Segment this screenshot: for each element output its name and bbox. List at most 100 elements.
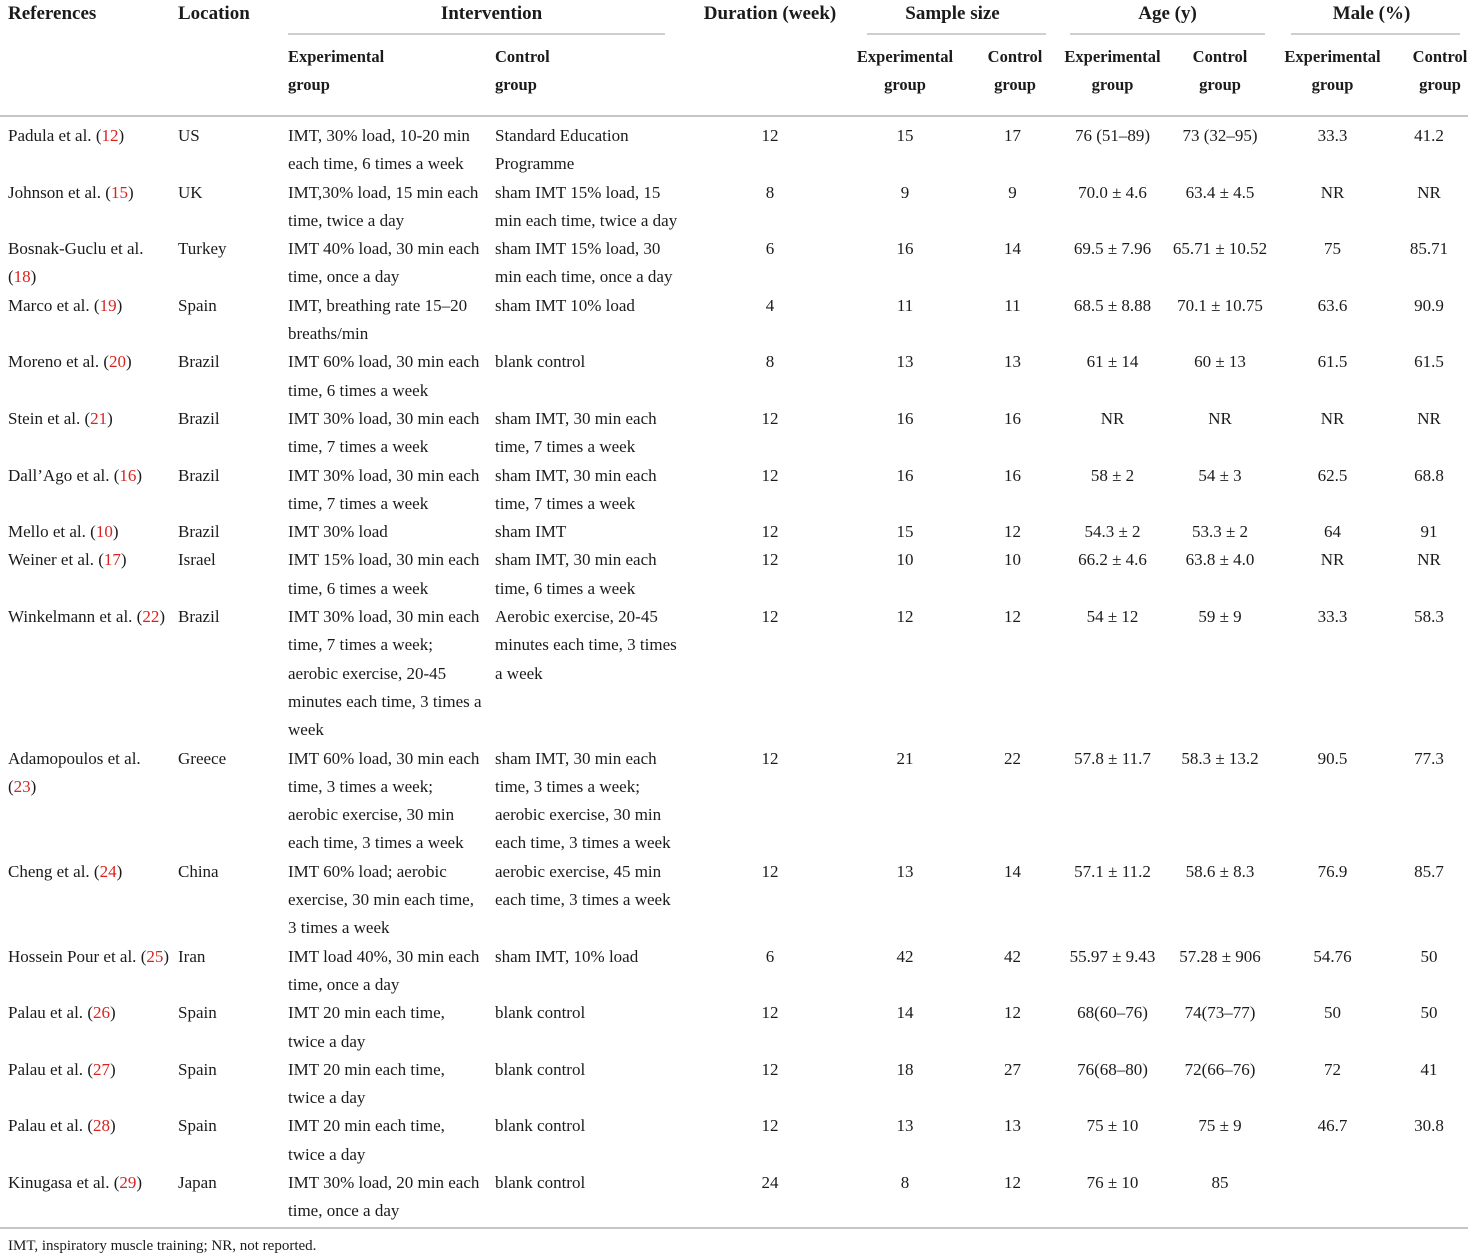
age-experimental-cell: 68(60–76) (1077, 1003, 1148, 1023)
reference-authors: Padula et al. (8, 126, 92, 145)
study-row: Palau et al. (27) Spain IMT 20 min each ti… (0, 1056, 1468, 1113)
reference-authors: Moreno et al. (8, 352, 100, 372)
reference-cell: Palau et al. (28) (8, 1116, 116, 1136)
citation-number[interactable]: 15 (110, 182, 128, 202)
sample-size-group-underline (867, 33, 1047, 35)
location-cell: Spain (178, 1116, 217, 1136)
location-cell: Japan (178, 1168, 288, 1229)
citation-number[interactable]: 23 (13, 776, 31, 796)
subheader-sample-control: Control group (965, 35, 1061, 117)
citation-number[interactable]: 26 (92, 1003, 110, 1023)
sample-experimental-cell: 18 (896, 1059, 914, 1079)
intervention-experimental-cell: IMT 30% load, 30 min each time, 7 times … (288, 607, 482, 740)
male-experimental-cell (1275, 1168, 1391, 1229)
male-experimental-cell: 75 (1324, 239, 1342, 259)
reference-cell: Dall’Ago et al. (16) (8, 465, 143, 485)
reference-authors: Kinugasa et al. (8, 1172, 110, 1192)
male-experimental-cell: 33.3 (1317, 607, 1348, 627)
location-cell: Brazil (178, 522, 220, 542)
intervention-experimental-cell: IMT 30% load, 30 min each time, 7 times … (288, 408, 480, 457)
age-control-cell: 59 ± 9 (1198, 607, 1242, 627)
male-control-cell: 41 (1420, 1059, 1438, 1079)
intervention-control-cell: sham IMT 15% load, 15 min each time, twi… (495, 182, 678, 230)
reference-authors: Weiner et al. (8, 550, 94, 570)
sample-experimental-cell: 15 (896, 126, 914, 145)
intervention-control-cell: blank control (495, 352, 586, 372)
reference-authors: Bosnak-Guclu et al. (8, 239, 144, 259)
male-control-cell: NR (1417, 408, 1441, 428)
sample-control-cell: 13 (1004, 352, 1022, 372)
age-experimental-cell: 57.1 ± 11.2 (1074, 861, 1151, 881)
male-experimental-cell: 50 (1324, 1003, 1342, 1023)
sample-control-cell: 16 (1004, 408, 1022, 428)
citation-number[interactable]: 22 (142, 607, 160, 627)
location-cell: Brazil (178, 607, 220, 627)
reference-cell: Winkelmann et al. (22) (8, 607, 166, 627)
citation-number[interactable]: 16 (119, 465, 137, 485)
sample-control-cell: 12 (1004, 1003, 1022, 1023)
col-group-sample-size: Sample size (845, 0, 1060, 35)
duration-cell: 6 (765, 946, 775, 966)
reference-cell: Stein et al. (21) (8, 408, 113, 428)
male-control-cell: 30.8 (1414, 1116, 1444, 1136)
duration-cell: 12 (761, 861, 779, 881)
location-cell: Iran (178, 946, 206, 966)
intervention-control-cell: Standard Education Programme (495, 126, 629, 174)
age-control-cell: 60 ± 13 (1194, 352, 1246, 372)
citation-number[interactable]: 24 (99, 861, 117, 881)
col-header-location: Location (178, 0, 288, 117)
reference-cell: Moreno et al. (20) (8, 352, 132, 372)
col-group-intervention: Intervention (288, 0, 695, 35)
citation-number[interactable]: 25 (146, 946, 164, 966)
reference-cell: Marco et al. (19) (8, 295, 123, 315)
intervention-experimental-cell: IMT 40% load, 30 min each time, once a d… (288, 239, 480, 287)
reference-cell: Palau et al. (27) (8, 1059, 116, 1079)
citation-number[interactable]: 21 (90, 408, 108, 428)
subheader-male-experimental: Experimental group (1275, 35, 1391, 117)
citation-number[interactable]: 27 (92, 1059, 110, 1079)
intervention-control-cell: sham IMT 15% load, 30 min each time, onc… (495, 239, 673, 287)
sample-experimental-cell: 42 (896, 946, 914, 966)
reference-cell: Adamopoulos et al. (23) (8, 748, 141, 796)
male-control-cell: 50 (1420, 1003, 1438, 1023)
intervention-control-cell: sham IMT, 30 min each time, 3 times a we… (495, 748, 671, 853)
sample-control-cell: 27 (1004, 1059, 1022, 1079)
age-control-cell: 73 (32–95) (1182, 126, 1258, 145)
citation-number[interactable]: 28 (92, 1116, 110, 1136)
citation-number[interactable]: 12 (101, 126, 119, 145)
reference-authors: Cheng et al. (8, 861, 90, 881)
male-group-label: Male (%) (1332, 3, 1411, 24)
duration-cell: 24 (695, 1168, 846, 1229)
citation-number[interactable]: 17 (103, 550, 121, 570)
citation-number[interactable]: 18 (13, 267, 31, 287)
duration-cell: 12 (761, 522, 779, 542)
location-cell: China (178, 861, 219, 881)
male-control-cell (1390, 1168, 1468, 1229)
male-control-cell: 91 (1420, 522, 1438, 542)
age-experimental-cell: 69.5 ± 7.96 (1073, 239, 1152, 259)
citation-number[interactable]: 19 (99, 295, 117, 315)
reference-cell: Hossein Pour et al. (25) (8, 946, 170, 966)
sample-experimental-cell: 14 (896, 1003, 914, 1023)
citation-number[interactable]: 20 (109, 352, 127, 372)
age-experimental-cell: 70.0 ± 4.6 (1078, 182, 1147, 202)
male-experimental-cell: 90.5 (1317, 748, 1348, 768)
citation-number[interactable]: 10 (95, 522, 113, 542)
location-cell: Brazil (178, 352, 220, 372)
study-row: Marco et al. (19) Spain IMT, breathing rat… (0, 292, 1468, 349)
citation-number[interactable]: 29 (119, 1172, 137, 1192)
reference-cell: Bosnak-Guclu et al. (18) (8, 239, 144, 287)
subheader-sample-experimental: Experimental group (845, 35, 966, 117)
male-control-cell: 77.3 (1414, 748, 1444, 768)
duration-cell: 12 (761, 607, 779, 627)
age-control-cell: NR (1208, 408, 1232, 428)
male-experimental-cell: 62.5 (1317, 465, 1348, 485)
intervention-experimental-cell: IMT 30% load (288, 522, 388, 542)
sample-control-cell: 12 (1004, 522, 1022, 542)
sample-experimental-cell: 13 (896, 352, 914, 372)
age-experimental-cell: 75 ± 10 (1086, 1116, 1139, 1136)
intervention-control-cell: blank control (495, 1116, 586, 1136)
sample-experimental-cell: 12 (896, 607, 914, 627)
intervention-group-underline (288, 33, 666, 35)
age-control-cell: 85 (1165, 1168, 1276, 1229)
